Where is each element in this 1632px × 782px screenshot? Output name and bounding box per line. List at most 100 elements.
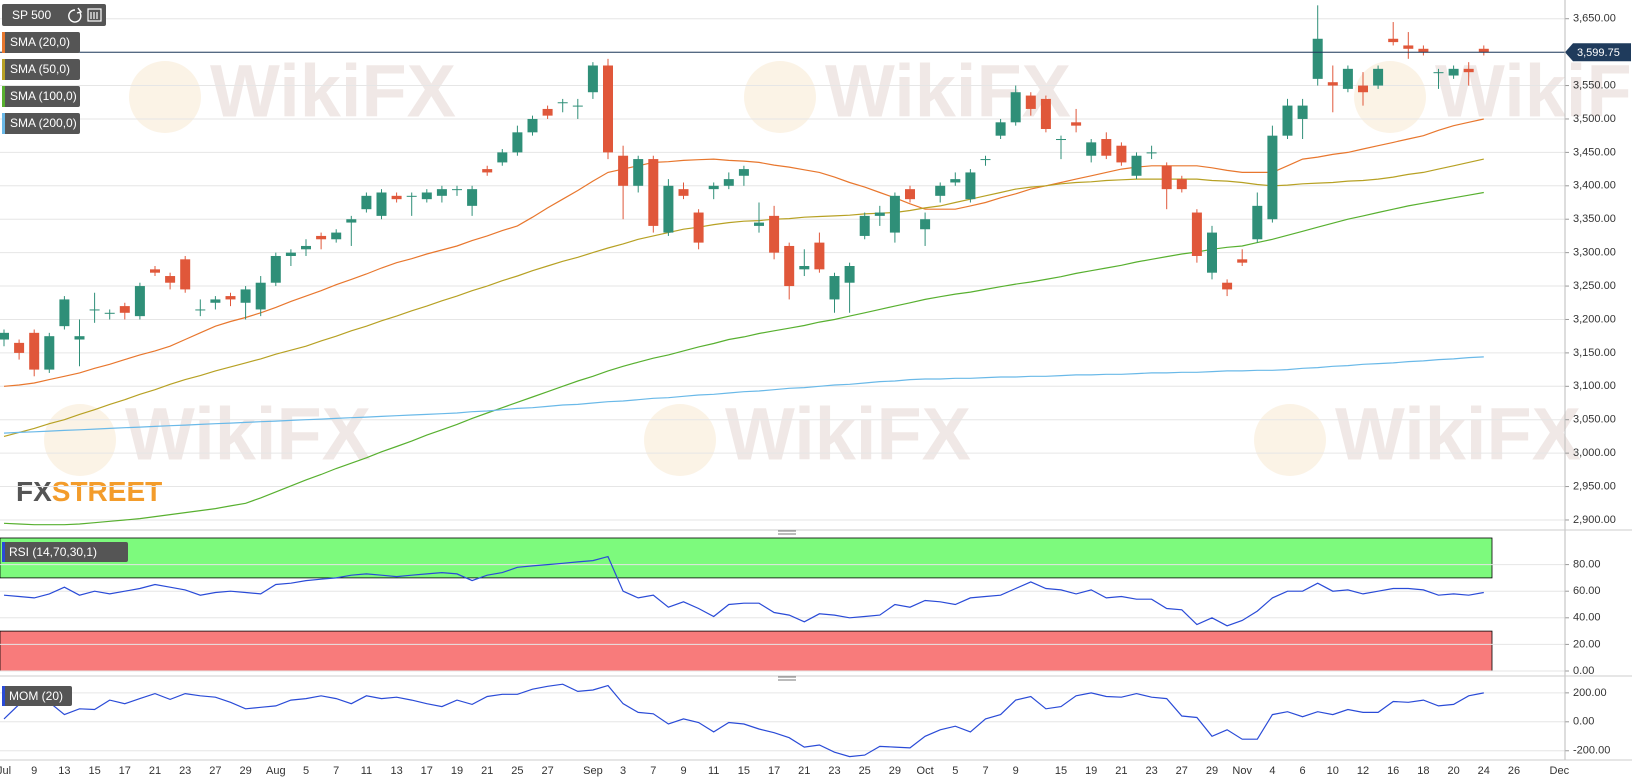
x-tick-label: 3 [620, 765, 626, 777]
candle-body [1086, 142, 1097, 156]
candle-body [542, 108, 553, 116]
indicator-line [3, 555, 1484, 627]
x-tick-label: 17 [421, 765, 433, 777]
y-tick-label: 0.00 [1573, 665, 1594, 677]
x-tick-label: 15 [88, 765, 100, 777]
x-tick-label: 21 [1115, 765, 1127, 777]
candle-body [1191, 212, 1202, 256]
candle-body [14, 342, 25, 353]
candle-body [180, 259, 191, 290]
x-tick-label: 29 [1206, 765, 1218, 777]
candle-body [1131, 155, 1142, 176]
candle-body [708, 185, 719, 190]
y-tick-label: 80.00 [1573, 559, 1601, 571]
sma-line [3, 118, 1484, 387]
x-tick-label: 21 [149, 765, 161, 777]
y-tick-label: 3,150.00 [1573, 347, 1616, 359]
candle-body [1358, 85, 1368, 93]
y-tick-label: 3,300.00 [1573, 247, 1616, 259]
y-tick-label: 40.00 [1573, 612, 1601, 624]
candle-body [1252, 205, 1263, 240]
legend-label: SMA (200,0) [10, 116, 77, 130]
candle-body [225, 296, 236, 300]
x-tick-label: Jul [0, 765, 11, 777]
candle-body [497, 152, 508, 163]
legend-box[interactable] [2, 59, 80, 80]
candle-body [527, 118, 538, 133]
candle-body [104, 312, 115, 314]
candle-body [1267, 135, 1278, 220]
bars-icon[interactable] [87, 8, 102, 22]
candle-body [1312, 38, 1323, 79]
candle-body [995, 122, 1006, 136]
y-tick-label: 20.00 [1573, 638, 1601, 650]
x-tick-label: Nov [1232, 765, 1252, 777]
candle-body [74, 336, 85, 340]
watermark: WikiFX [1335, 393, 1581, 476]
candle-body [814, 242, 825, 270]
last-price-tag [1565, 43, 1631, 62]
candle-body [1161, 165, 1172, 190]
candle-body [1071, 122, 1082, 126]
candle-body [769, 215, 780, 253]
candle-body [587, 65, 598, 93]
y-tick-label: 3,200.00 [1573, 313, 1616, 325]
x-tick-label: 7 [650, 765, 656, 777]
candle-body [210, 299, 221, 303]
indicator-swatch [2, 542, 5, 562]
candle-body [331, 232, 342, 240]
symbol-box[interactable] [2, 4, 106, 26]
candle-body [1040, 98, 1051, 129]
x-tick-label: 21 [798, 765, 810, 777]
x-tick-label: 25 [511, 765, 523, 777]
candle-body [1207, 232, 1217, 273]
candle-body [1327, 82, 1338, 86]
logo-part: STREET [52, 476, 162, 507]
resize-handle[interactable] [778, 676, 796, 681]
legend-swatch [2, 32, 5, 53]
candle-body [935, 185, 946, 196]
sma-line [3, 158, 1484, 437]
y-tick-label: 3,650.00 [1573, 13, 1616, 25]
x-tick-label: 15 [738, 765, 750, 777]
legend-box[interactable] [2, 32, 80, 53]
legend-box[interactable] [2, 86, 80, 107]
candle-body [436, 189, 447, 196]
candle-body [1116, 145, 1127, 163]
y-tick-label: 3,000.00 [1573, 447, 1616, 459]
candle-body [889, 195, 900, 233]
candle-body [648, 159, 659, 226]
x-tick-label: 27 [1176, 765, 1188, 777]
refresh-icon[interactable] [68, 7, 83, 23]
watermark-emblem [744, 61, 816, 133]
candle-body [361, 195, 372, 210]
x-tick-label: 17 [119, 765, 131, 777]
x-tick-label: 23 [828, 765, 840, 777]
watermark: WikiFX [725, 393, 971, 476]
candle-body [663, 185, 674, 233]
legend-swatch [2, 113, 5, 134]
x-tick-label: 16 [1387, 765, 1399, 777]
x-tick-label: 5 [303, 765, 309, 777]
candle-body [920, 219, 931, 230]
candle-body [482, 169, 493, 173]
legend-box[interactable] [2, 113, 80, 134]
candle-body [1282, 105, 1293, 136]
candle-body [859, 215, 870, 236]
legend: SP 500 SMA (20,0) SMA (50,0) SMA (100,0) SM… [2, 4, 106, 134]
candle-body [603, 65, 613, 153]
x-tick-label: 26 [1508, 765, 1520, 777]
candle-body [0, 332, 9, 340]
x-tick-label: 15 [1055, 765, 1067, 777]
x-tick-label: 18 [1417, 765, 1429, 777]
resize-handle[interactable] [778, 530, 796, 535]
sma-line [3, 356, 1484, 434]
candle-body [391, 195, 402, 200]
x-tick-label: 11 [708, 765, 719, 777]
x-tick-label: Oct [917, 765, 934, 777]
x-tick-label: 6 [1300, 765, 1306, 777]
x-tick-label: 29 [889, 765, 901, 777]
x-tick-label: Sep [583, 765, 603, 777]
x-tick-label: Aug [266, 765, 286, 777]
